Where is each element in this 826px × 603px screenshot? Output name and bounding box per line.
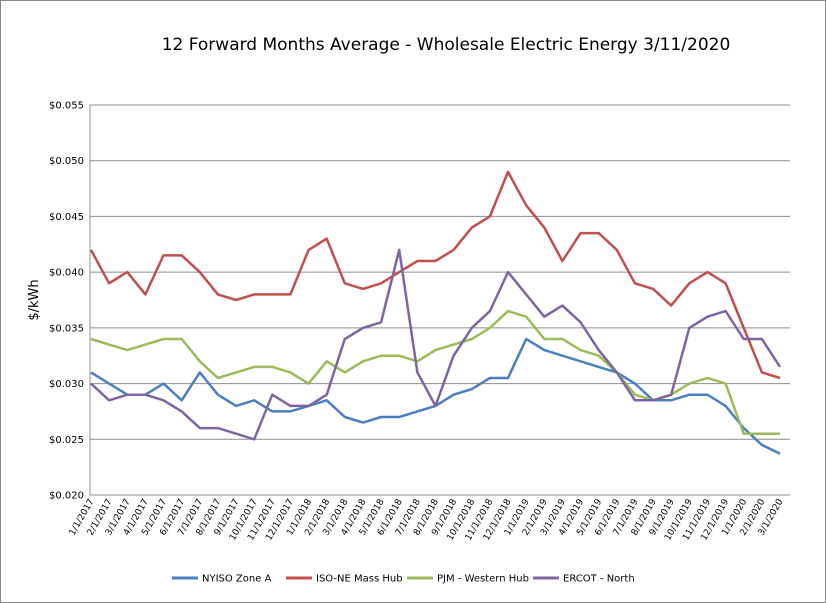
legend-label: ERCOT - North: [563, 574, 635, 585]
series-line: [89, 170, 781, 380]
y-tick-label: $0.050: [49, 156, 84, 167]
legend-label: NYISO Zone A: [202, 574, 272, 585]
legend-label: PJM - Western Hub: [437, 574, 529, 585]
y-tick-label: $0.035: [49, 323, 84, 334]
y-tick-label: $0.025: [49, 435, 84, 446]
y-tick-label: $0.030: [49, 379, 84, 390]
y-tick-label: $0.045: [49, 212, 84, 223]
series-line: [90, 248, 782, 441]
y-tick-label: $0.055: [49, 101, 84, 112]
y-tick-label: $0.040: [49, 268, 84, 279]
y-tick-label: $0.020: [49, 491, 84, 502]
chart-title: 12 Forward Months Average - Wholesale El…: [162, 35, 731, 55]
y-axis-label: $/kWh: [27, 279, 42, 320]
legend-label: ISO-NE Mass Hub: [316, 574, 403, 585]
